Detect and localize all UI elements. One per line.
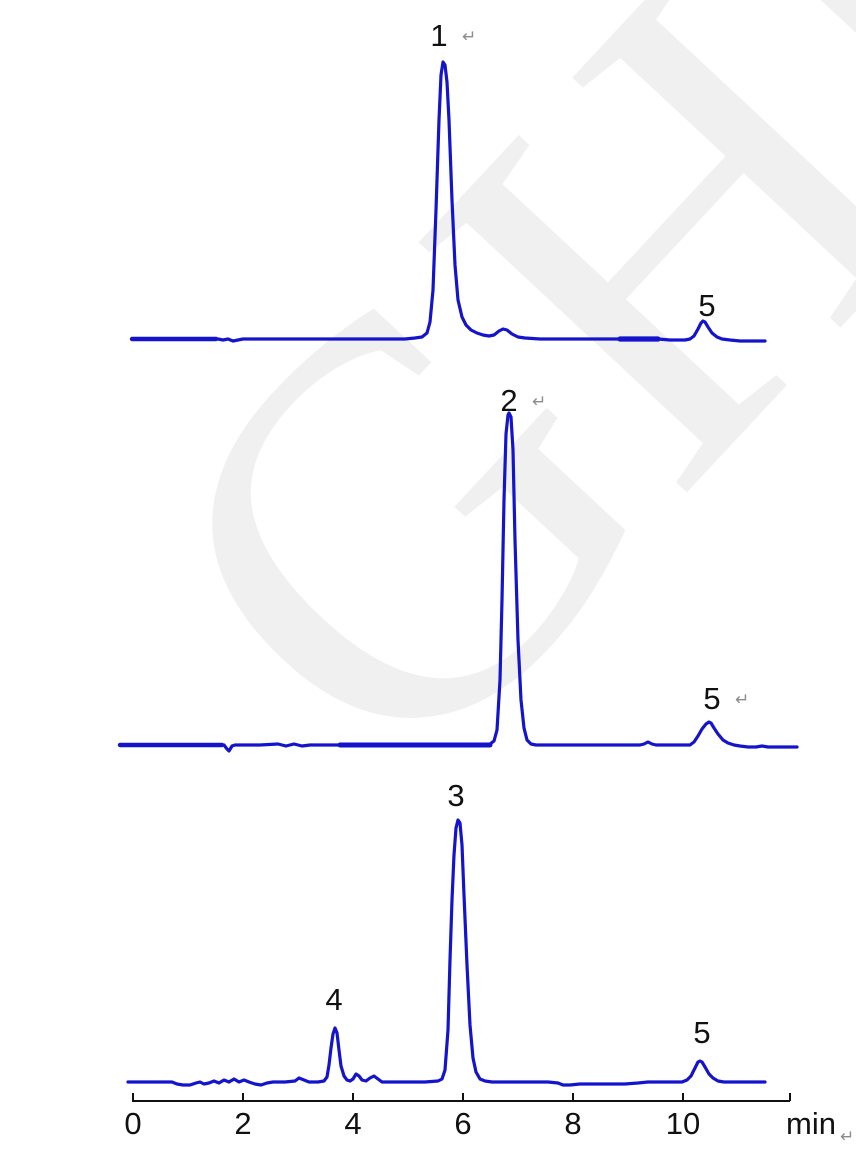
return-mark-icon: ↵	[532, 392, 546, 411]
return-mark-icon: ↵	[840, 1127, 854, 1146]
watermark-text: GHL	[36, 0, 856, 883]
x-axis-tick-label-6: 6	[454, 1106, 471, 1141]
trace-line-3	[126, 818, 767, 1087]
x-axis-tick-label-4: 4	[344, 1106, 361, 1141]
peak-label-5-6: 5	[693, 1015, 710, 1050]
peak-label-1-0: 1	[430, 18, 447, 53]
x-axis-unit-label: min	[786, 1106, 836, 1141]
peak-label-3-4: 3	[447, 778, 464, 813]
trace-line-2	[118, 411, 799, 753]
trace-line-1	[130, 60, 767, 343]
x-axis-tick-label-10: 10	[666, 1106, 700, 1141]
x-axis-tick-label-0: 0	[124, 1106, 141, 1141]
return-mark-icon: ↵	[462, 27, 476, 46]
peak-label-5-3: 5	[703, 681, 720, 716]
x-axis-tick-label-8: 8	[564, 1106, 581, 1141]
peak-label-2-2: 2	[500, 383, 517, 418]
return-mark-icon: ↵	[735, 690, 749, 709]
x-axis-tick-label-2: 2	[234, 1106, 251, 1141]
peak-label-5-1: 5	[698, 288, 715, 323]
peak-label-4-5: 4	[325, 982, 342, 1017]
